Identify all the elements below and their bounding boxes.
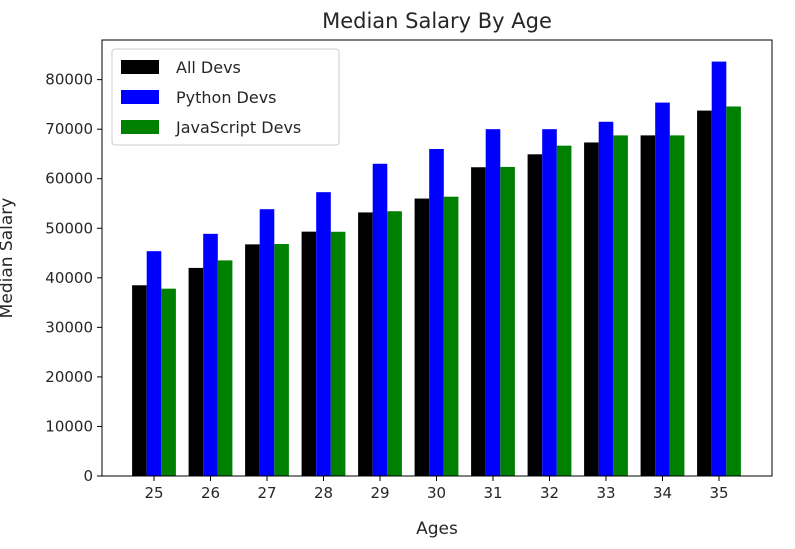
bar-34-series-2 — [669, 135, 685, 476]
y-tick-label: 50000 — [45, 219, 93, 237]
bar-31-series-1 — [485, 129, 501, 477]
legend-label: Python Devs — [176, 88, 277, 107]
legend-box — [111, 48, 340, 146]
x-tick-label: 25 — [144, 484, 163, 502]
x-tick-label: 35 — [709, 484, 728, 502]
bar-25-series-1 — [146, 251, 162, 476]
legend-swatch — [121, 60, 159, 74]
x-tick-label: 34 — [653, 484, 672, 502]
x-tick-label: 26 — [201, 484, 220, 502]
bar-27-series-2 — [274, 244, 289, 476]
bar-32-series-1 — [542, 129, 557, 476]
x-tick-label: 28 — [314, 484, 333, 502]
bar-26-series-2 — [217, 260, 233, 476]
y-tick-label: 60000 — [45, 170, 93, 188]
bar-35-series-1 — [711, 61, 727, 476]
x-tick-label: 33 — [596, 484, 615, 502]
x-tick-label: 32 — [540, 484, 559, 502]
bar-30-series-1 — [429, 149, 444, 476]
y-axis-ticks: 0 10000 20000 30000 40000 50000 60000 70000 8000… — [45, 71, 102, 485]
bar-35-series-2 — [726, 106, 741, 476]
bar-29-series-1 — [372, 163, 388, 476]
bar-33-series-1 — [598, 121, 614, 477]
bar-30-series-2 — [443, 196, 459, 476]
bar-34-series-0 — [640, 135, 656, 476]
x-axis-ticks: 25 26 27 28 29 30 31 32 33 34 35 — [144, 476, 729, 502]
bar-35-series-0 — [697, 110, 712, 476]
bar-34-series-1 — [655, 102, 670, 476]
chart-title: Median Salary By Age — [322, 9, 552, 33]
y-axis-label: Median Salary — [0, 198, 17, 319]
y-tick-label: 20000 — [45, 368, 93, 386]
x-tick-label: 30 — [427, 484, 446, 502]
bar-31-series-2 — [500, 166, 515, 476]
plot-frame — [101, 39, 773, 477]
legend-label: JavaScript Devs — [175, 118, 301, 137]
x-tick-label: 27 — [257, 484, 276, 502]
bar-25-series-2 — [161, 288, 176, 476]
bar-33-series-2 — [613, 135, 628, 476]
bar-28-series-2 — [330, 231, 346, 476]
bar-32-series-0 — [527, 154, 543, 476]
bar-26-series-1 — [203, 233, 218, 476]
y-tick-label: 0 — [83, 467, 93, 485]
x-axis-label: Ages — [416, 519, 458, 539]
bar-30-series-0 — [414, 198, 430, 477]
bar-33-series-0 — [584, 142, 599, 476]
legend: All Devs Python Devs JavaScript Devs — [111, 48, 340, 146]
bar-25-series-0 — [132, 285, 147, 476]
x-tick-label: 29 — [370, 484, 389, 502]
y-tick-label: 30000 — [45, 318, 93, 336]
bar-32-series-2 — [556, 145, 572, 476]
y-tick-label: 80000 — [45, 71, 93, 89]
y-tick-label: 10000 — [45, 417, 93, 435]
bar-26-series-0 — [188, 267, 204, 476]
y-tick-label: 40000 — [45, 269, 93, 287]
bars-group — [132, 61, 741, 477]
bar-29-series-2 — [387, 211, 402, 477]
legend-swatch — [121, 120, 159, 134]
bar-27-series-0 — [245, 244, 260, 476]
legend-label: All Devs — [176, 58, 241, 77]
bar-29-series-0 — [358, 212, 373, 477]
y-tick-label: 70000 — [45, 120, 93, 138]
x-tick-label: 31 — [483, 484, 502, 502]
bar-28-series-1 — [316, 192, 331, 477]
bar-31-series-0 — [471, 167, 486, 476]
bar-28-series-0 — [301, 231, 317, 476]
legend-swatch — [121, 90, 159, 104]
bar-27-series-1 — [259, 209, 275, 476]
